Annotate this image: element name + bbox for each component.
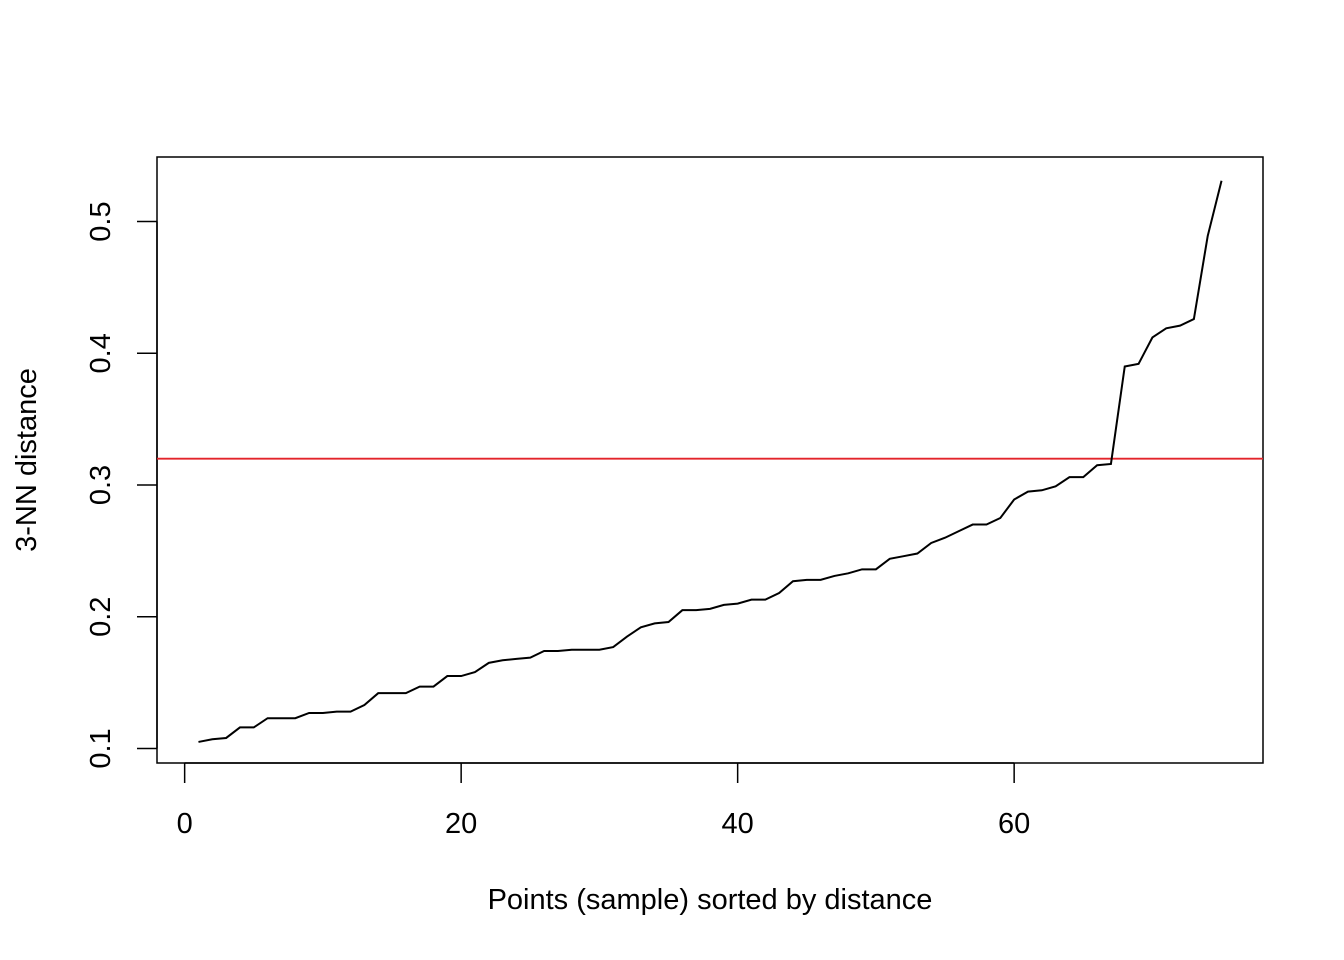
x-tick-label-40: 40: [722, 808, 754, 840]
y-tick-label-0.1: 0.1: [85, 728, 117, 768]
plot-frame: [156, 156, 1264, 764]
y-axis-title: 3-NN distance: [11, 368, 43, 552]
y-axis-ticks: [137, 220, 157, 750]
x-tick-label-0: 0: [177, 808, 193, 840]
x-axis-tick-labels: 0 20 40 60: [177, 808, 1031, 840]
y-axis-tick-labels: 0.1 0.2 0.3 0.4 0.5: [85, 201, 117, 768]
x-tick-label-60: 60: [998, 808, 1030, 840]
y-tick-label-0.2: 0.2: [85, 597, 117, 637]
y-tick-label-0.3: 0.3: [85, 465, 117, 505]
y-tick-label-0.5: 0.5: [85, 201, 117, 241]
y-tick-label-0.4: 0.4: [85, 333, 117, 373]
x-tick-label-20: 20: [445, 808, 477, 840]
knn-distance-line: [198, 180, 1223, 743]
x-axis-ticks: [183, 763, 1015, 783]
x-axis-title: Points (sample) sorted by distance: [488, 884, 933, 916]
